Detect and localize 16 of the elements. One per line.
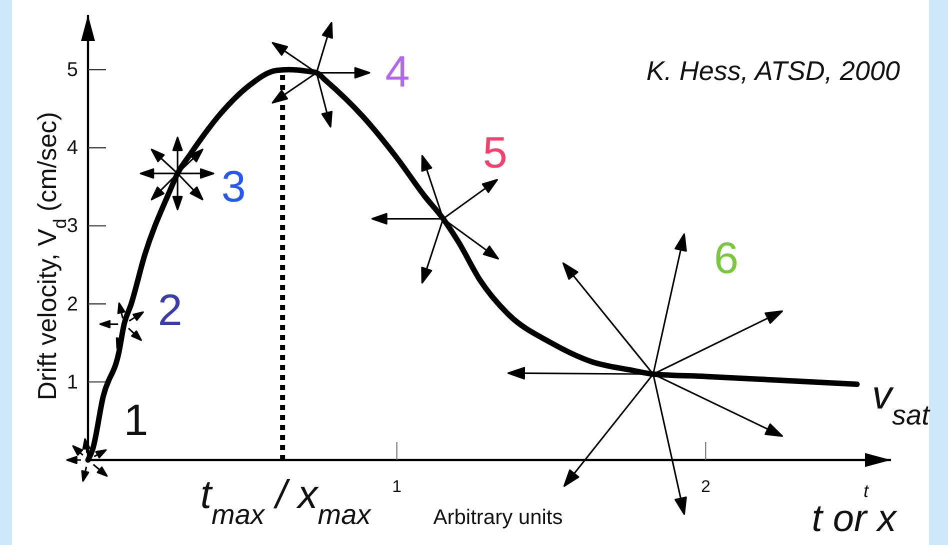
- y-tick-label: 1: [66, 371, 78, 394]
- y-tick-label: 2: [66, 293, 78, 316]
- annotation: 6: [714, 234, 738, 283]
- series-label: v$_{sat}$: [872, 373, 931, 430]
- annotation: 2: [158, 286, 182, 335]
- y-tick-label: 3: [66, 215, 78, 238]
- annotation: 3: [221, 162, 246, 212]
- text: t: [863, 481, 870, 501]
- annotation: 1: [124, 396, 148, 445]
- y-tick-label: 5: [66, 59, 78, 82]
- text: t or x: [812, 498, 898, 540]
- annotation: 5: [482, 128, 508, 178]
- ref-line-label: t$_{max}$ / x$_{max}$: [200, 473, 372, 530]
- x-axis-title: Arbitrary units: [433, 506, 563, 529]
- annotation: K. Hess, ATSD, 2000: [646, 56, 900, 86]
- annotation: 4: [385, 48, 410, 97]
